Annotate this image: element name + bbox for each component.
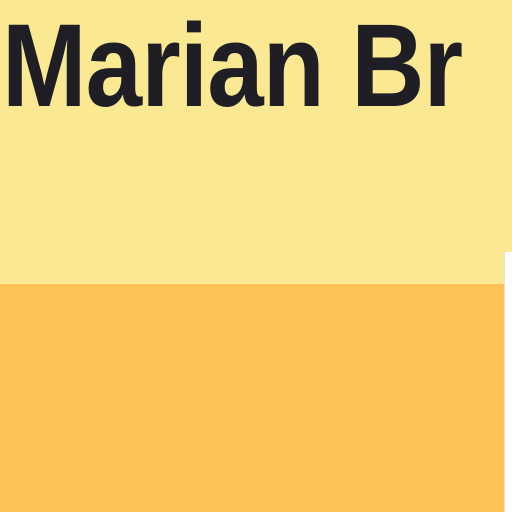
side-panel-edge xyxy=(504,252,505,512)
content-panel xyxy=(0,284,504,512)
side-panel xyxy=(504,252,512,512)
page-title: Marian Br xyxy=(2,0,463,132)
header-band: Marian Br xyxy=(2,0,464,132)
